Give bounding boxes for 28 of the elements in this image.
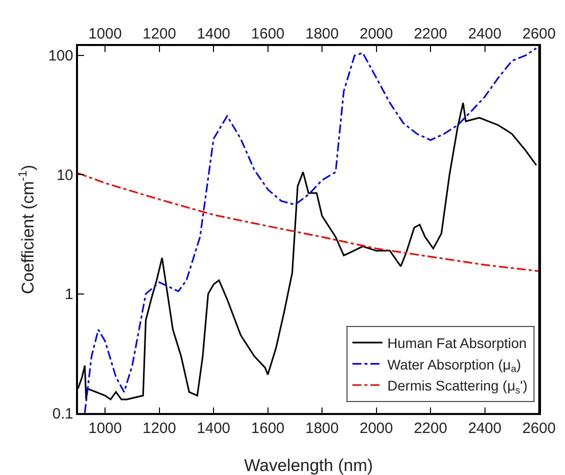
x-tick-label: 2600 xyxy=(522,25,556,42)
x2-tick-label: 1600 xyxy=(251,420,285,437)
x2-tick-label: 1800 xyxy=(305,420,339,437)
x2-tick-label: 1000 xyxy=(88,420,122,437)
y-tick-label: 0.1 xyxy=(52,405,74,422)
legend-label: Dermis Scattering (μ$_{s}$') xyxy=(387,377,528,396)
legend-label: Water Absorption (μ$_{a}$) xyxy=(387,356,521,376)
x2-tick-label: 2200 xyxy=(414,420,448,437)
x2-tick-label: 2600 xyxy=(522,420,556,437)
x-tick-label: 2000 xyxy=(360,25,393,42)
x-tick-label: 1800 xyxy=(305,25,339,42)
x-tick-label: 2200 xyxy=(414,25,448,42)
x-tick-label: 1200 xyxy=(142,25,176,42)
legend-label: Human Fat Absorption xyxy=(387,335,527,352)
x2-tick-label: 1200 xyxy=(142,420,176,437)
line-series xyxy=(78,172,539,272)
x-tick-label: 1400 xyxy=(196,25,230,42)
x-tick-label: 1000 xyxy=(88,25,122,42)
x-tick-label: 1600 xyxy=(251,25,285,42)
x2-tick-label: 2400 xyxy=(468,420,502,437)
y-tick-label: 1 xyxy=(64,286,74,304)
y-tick-label: 100 xyxy=(48,48,74,65)
x2-tick-label: 1400 xyxy=(196,420,230,437)
y-tick-label: 10 xyxy=(56,166,74,184)
x2-tick-label: 2000 xyxy=(360,420,393,437)
line-series xyxy=(84,47,538,413)
x-axis-title: Wavelength (nm) xyxy=(244,456,373,475)
x-tick-label: 2400 xyxy=(468,25,502,42)
